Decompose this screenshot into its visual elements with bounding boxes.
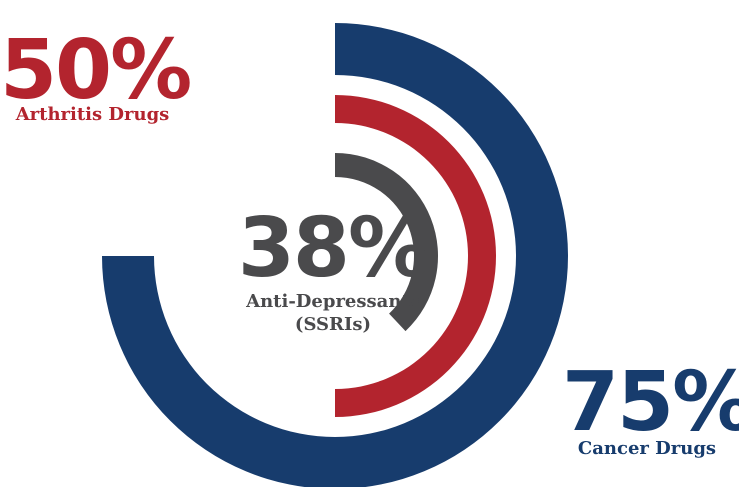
arc-anti-depressants xyxy=(335,153,439,332)
arc-arthritis-drugs xyxy=(335,95,496,417)
ssri-caption-line-2: (SSRIs) xyxy=(294,314,372,336)
arthritis-label: 50% Arthritis Drugs xyxy=(0,23,192,125)
arthritis-value-label: 50% xyxy=(0,23,192,118)
ssri-caption-line-1: Anti-Depressants xyxy=(246,291,420,312)
arcs-layer xyxy=(102,23,568,487)
cancer-value-label: 75% xyxy=(562,355,739,450)
cancer-label: 75% Cancer Drugs xyxy=(562,355,739,459)
ssri-value-label: 38% xyxy=(237,201,430,296)
ssri-label: 38% Anti-Depressants (SSRIs) xyxy=(218,208,448,337)
arthritis-caption: Arthritis Drugs xyxy=(15,104,170,125)
cancer-caption: Cancer Drugs xyxy=(577,438,717,459)
